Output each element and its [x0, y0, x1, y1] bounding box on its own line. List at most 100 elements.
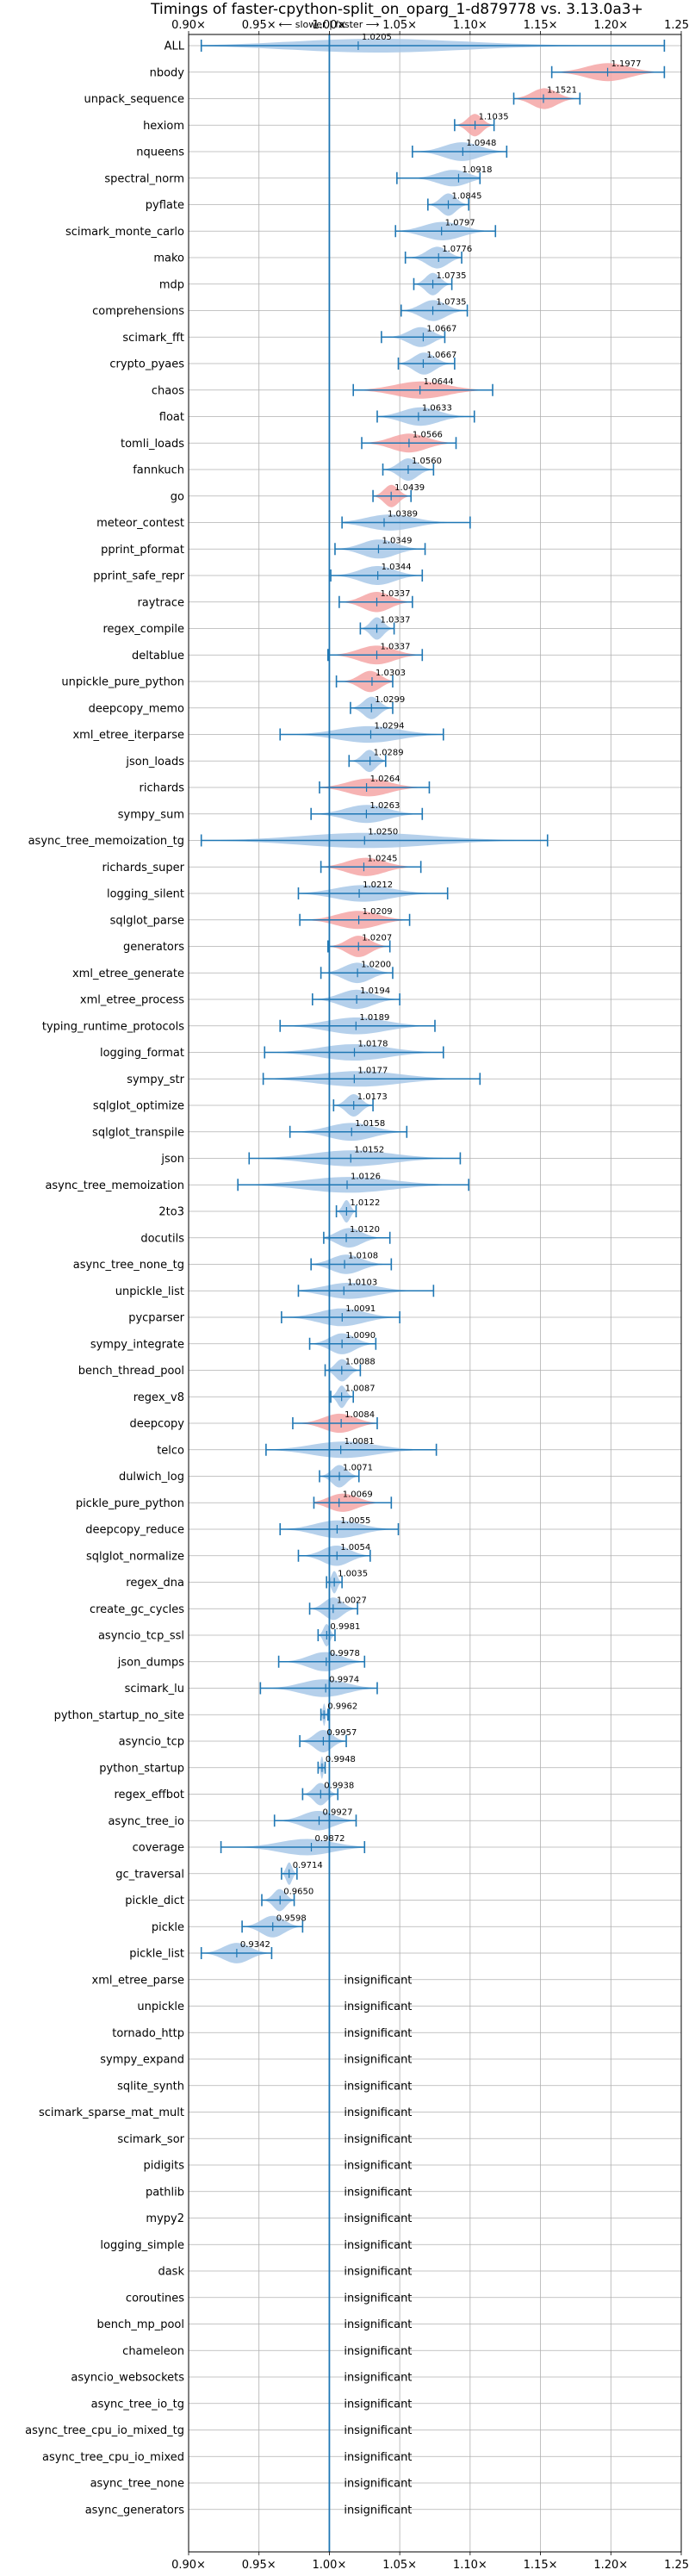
mean-value-label: 1.0389: [388, 510, 418, 520]
benchmark-label: regex_compile: [102, 623, 184, 636]
mean-value-label: 1.1521: [547, 86, 577, 96]
benchmark-label: deltablue: [132, 650, 184, 663]
benchmark-label: typing_runtime_protocols: [42, 1020, 184, 1033]
benchmark-label: asyncio_tcp: [119, 1736, 184, 1749]
mean-value-label: 1.0207: [362, 934, 392, 943]
benchmark-label: pyflate: [146, 199, 184, 212]
mean-value-label: 1.0205: [362, 33, 392, 42]
benchmark-label: pickle_list: [129, 1948, 184, 1961]
mean-value-label: 1.0735: [437, 271, 467, 281]
benchmark-label: sympy_sum: [118, 808, 184, 821]
benchmark-label: xml_etree_parse: [92, 1974, 184, 1987]
benchmark-label: sqlglot_normalize: [86, 1550, 184, 1563]
mean-value-label: 1.0560: [412, 457, 442, 466]
benchmark-label: richards_super: [102, 862, 184, 874]
mean-value-label: 1.0212: [363, 880, 393, 890]
benchmark-label: sympy_integrate: [90, 1338, 184, 1351]
benchmark-label: json_loads: [125, 756, 184, 768]
benchmark-label: async_tree_io_tg: [91, 2398, 184, 2411]
mean-value-label: 1.0027: [337, 1596, 367, 1605]
x-tick-label-top: 0.95×: [242, 19, 276, 32]
x-tick-label-top: 1.10×: [453, 19, 487, 32]
benchmark-label: python_startup_no_site: [54, 1709, 184, 1722]
benchmark-label: bench_thread_pool: [78, 1365, 184, 1378]
mean-value-label: 1.0200: [361, 960, 391, 969]
mean-value-label: 1.0566: [413, 430, 443, 439]
insignificant-label: insignificant: [344, 2478, 412, 2491]
benchmark-label: generators: [123, 941, 184, 954]
mean-value-label: 1.0152: [354, 1146, 384, 1155]
benchmark-label: pickle_dict: [125, 1895, 184, 1907]
benchmark-label: regex_dna: [126, 1577, 184, 1590]
insignificant-label: insignificant: [344, 2106, 412, 2119]
benchmark-label: tornado_http: [112, 2027, 184, 2040]
mean-value-label: 1.0091: [345, 1304, 376, 1314]
benchmark-label: logging_silent: [107, 888, 184, 901]
benchmark-label: mako: [153, 252, 184, 265]
mean-value-label: 0.9714: [293, 1861, 323, 1870]
mean-value-label: 0.9938: [324, 1782, 354, 1791]
benchmark-label: async_generators: [85, 2504, 185, 2517]
benchmark-label: scimark_sparse_mat_mult: [39, 2106, 184, 2119]
insignificant-label: insignificant: [344, 2424, 412, 2437]
benchmark-label: coverage: [133, 1842, 184, 1855]
insignificant-label: insignificant: [344, 2451, 412, 2464]
insignificant-label: insignificant: [344, 2027, 412, 2040]
mean-value-label: 1.0189: [359, 1013, 389, 1023]
benchmark-label: json_dumps: [117, 1656, 184, 1669]
benchmark-label: unpickle_pure_python: [61, 676, 184, 689]
benchmark-label: xml_etree_process: [80, 994, 184, 1007]
benchmark-label: tomli_loads: [121, 438, 184, 451]
x-tick-label-bottom: 1.10×: [453, 2559, 487, 2572]
x-tick-label-top: 0.90×: [171, 19, 206, 32]
insignificant-label: insignificant: [344, 2239, 412, 2252]
mean-value-label: 1.0948: [466, 139, 496, 148]
plot-frame: [188, 34, 682, 2553]
benchmark-label: mdp: [159, 278, 184, 291]
benchmark-label: gc_traversal: [115, 1868, 184, 1881]
benchmark-label: xml_etree_generate: [72, 968, 184, 980]
benchmark-label: pycparser: [128, 1312, 184, 1325]
mean-value-label: 1.0173: [357, 1092, 388, 1102]
mean-value-label: 1.0084: [344, 1410, 375, 1420]
benchmark-label: async_tree_memoization_tg: [28, 835, 184, 848]
insignificant-label: insignificant: [344, 2186, 412, 2199]
mean-value-label: 1.0108: [348, 1252, 378, 1261]
benchmark-label: spectral_norm: [104, 172, 184, 185]
benchmark-label: nbody: [150, 66, 185, 79]
mean-value-label: 1.0918: [462, 165, 492, 175]
benchmark-label: pprint_safe_repr: [93, 570, 184, 583]
mean-value-label: 1.1035: [479, 112, 509, 121]
benchmark-label: docutils: [140, 1232, 184, 1245]
benchmark-label: unpack_sequence: [84, 93, 184, 106]
benchmark-label: fannkuch: [133, 464, 184, 477]
benchmark-label: scimark_lu: [125, 1683, 184, 1696]
insignificant-label: insignificant: [344, 2398, 412, 2411]
benchmark-label: sqlglot_parse: [110, 914, 184, 927]
benchmark-label: json: [160, 1153, 184, 1166]
mean-value-label: 0.9974: [329, 1676, 359, 1685]
benchmark-label: regex_effbot: [114, 1789, 184, 1801]
benchmark-label: unpickle_list: [115, 1285, 184, 1298]
benchmark-label: nqueens: [136, 146, 184, 159]
mean-value-label: 0.9957: [326, 1728, 357, 1738]
x-tick-label-top: 1.25×: [664, 19, 689, 32]
benchmark-label: comprehensions: [92, 305, 184, 318]
x-tick-label-bottom: 1.20×: [593, 2559, 628, 2572]
x-tick-label-bottom: 0.95×: [242, 2559, 276, 2572]
mean-value-label: 0.9927: [322, 1808, 352, 1817]
benchmark-label: pickle_pure_python: [76, 1497, 184, 1510]
benchmark-label: unpickle: [137, 2000, 184, 2013]
insignificant-label: insignificant: [344, 2080, 412, 2093]
benchmark-label: bench_mp_pool: [96, 2318, 184, 2331]
benchmark-label: hexiom: [143, 120, 184, 133]
benchmark-label: richards: [140, 782, 185, 795]
mean-value-label: 0.9872: [315, 1834, 345, 1844]
mean-value-label: 1.0090: [345, 1331, 376, 1341]
mean-value-label: 1.0194: [360, 986, 390, 996]
insignificant-label: insignificant: [344, 1974, 412, 1987]
benchmark-label: pickle: [152, 1921, 184, 1934]
benchmark-label: pprint_pformat: [101, 544, 184, 557]
mean-value-label: 1.0303: [376, 669, 406, 678]
insignificant-label: insignificant: [344, 2212, 412, 2225]
